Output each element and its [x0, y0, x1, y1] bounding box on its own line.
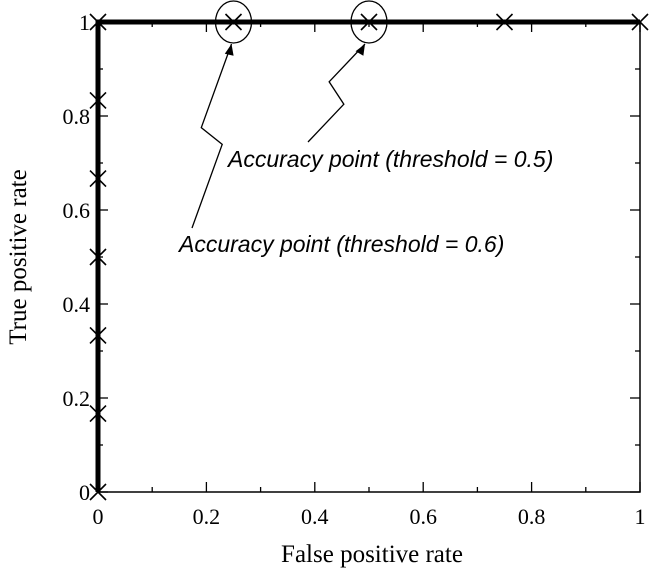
pointer-threshold-06 [191, 43, 233, 229]
marker-stroke [495, 13, 514, 31]
y-axis-label: True positive rate [5, 169, 32, 344]
roc-markers [89, 13, 649, 501]
roc-point-marker [360, 13, 378, 31]
marker-stroke [89, 248, 107, 266]
roc-point-marker [495, 13, 514, 31]
roc-point-marker [224, 13, 243, 31]
roc-point-marker [89, 404, 107, 423]
x-tick-label: 0.8 [518, 504, 546, 529]
x-tick-label: 1 [635, 504, 646, 529]
roc-point-marker [89, 248, 107, 266]
x-tick-label: 0 [93, 504, 104, 529]
accuracy-point-circle [214, 0, 253, 44]
marker-stroke [89, 483, 107, 501]
y-tick-label: 0.8 [63, 104, 91, 129]
marker-stroke [89, 91, 107, 110]
y-tick-label: 0.6 [63, 198, 91, 223]
x-tick-label: 0.2 [193, 504, 221, 529]
y-tick-label: 0 [79, 480, 90, 505]
x-tick-labels: 0 0.2 0.4 0.6 0.8 1 [93, 504, 646, 529]
marker-stroke [89, 13, 107, 31]
plot-frame [97, 21, 641, 493]
accuracy-point-highlights [214, 0, 388, 44]
roc-point-marker [89, 13, 107, 31]
y-tick-label: 0.2 [63, 386, 91, 411]
pointer-threshold-05 [307, 43, 366, 143]
roc-point-marker [631, 13, 649, 31]
y-tick-label: 0.4 [63, 292, 91, 317]
roc-point-marker [89, 169, 107, 188]
roc-point-marker [89, 91, 107, 110]
axis-ticks [97, 21, 641, 493]
marker-stroke [89, 326, 107, 345]
roc-curve-line [95, 19, 640, 492]
roc-point-marker [89, 326, 107, 345]
roc-point-marker [89, 483, 107, 501]
marker-stroke [89, 404, 107, 423]
marker-stroke [89, 169, 107, 188]
marker-stroke [631, 13, 649, 31]
y-tick-label: 1 [79, 10, 90, 35]
accuracy-point-circle [350, 0, 388, 44]
x-tick-label: 0.6 [409, 504, 437, 529]
roc-series [95, 19, 640, 492]
pointer-threshold-05-head [355, 44, 365, 56]
annotation-threshold-05: Accuracy point (threshold = 0.5) [226, 146, 553, 172]
pointer-threshold-06-head [224, 44, 234, 56]
annotation-pointers [191, 43, 366, 229]
x-tick-label: 0.4 [301, 504, 329, 529]
annotation-threshold-06: Accuracy point (threshold = 0.6) [177, 231, 504, 257]
marker-stroke [224, 13, 243, 31]
y-tick-labels: 0 0.2 0.4 0.6 0.8 1 [63, 10, 91, 505]
marker-stroke [360, 13, 378, 31]
x-axis-label: False positive rate [281, 541, 463, 568]
